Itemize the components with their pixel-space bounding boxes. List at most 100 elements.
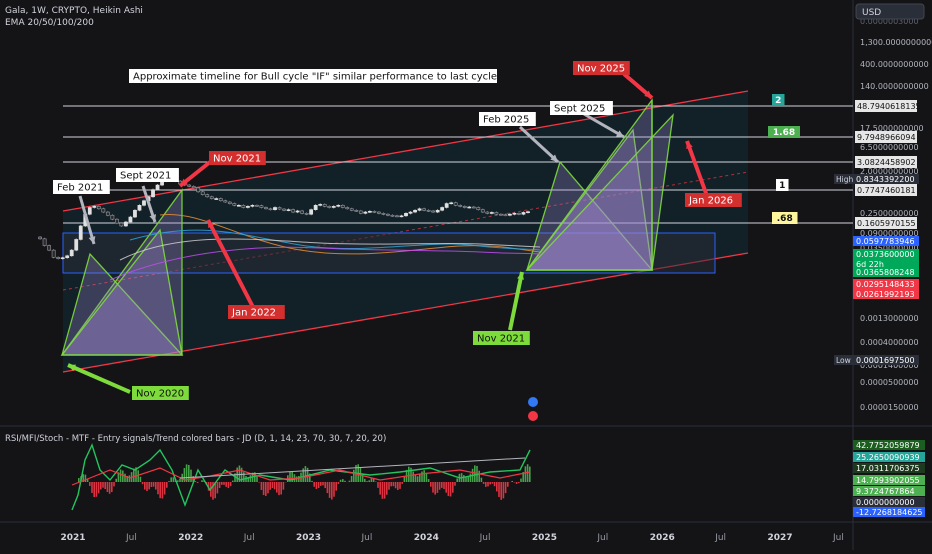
candle-body[interactable]: [188, 185, 191, 186]
candle-body[interactable]: [526, 212, 529, 213]
candle-body[interactable]: [246, 206, 249, 207]
candle-body[interactable]: [413, 210, 416, 212]
candle-body[interactable]: [197, 188, 200, 192]
candle-body[interactable]: [242, 205, 245, 207]
candle-body[interactable]: [468, 207, 471, 208]
candle-body[interactable]: [319, 204, 322, 205]
candle-body[interactable]: [305, 213, 308, 214]
candle-body[interactable]: [332, 206, 335, 207]
candle-body[interactable]: [192, 186, 195, 188]
candle-body[interactable]: [359, 211, 362, 213]
candle-body[interactable]: [395, 216, 398, 217]
candle-body[interactable]: [120, 223, 123, 226]
candle-body[interactable]: [70, 250, 73, 256]
candle-body[interactable]: [364, 212, 367, 213]
candle-body[interactable]: [278, 207, 281, 209]
candle-body[interactable]: [251, 205, 254, 206]
candle-body[interactable]: [138, 205, 141, 210]
candle-body[interactable]: [52, 250, 55, 257]
candle-body[interactable]: [499, 214, 502, 215]
candle-body[interactable]: [260, 206, 263, 208]
candle-body[interactable]: [102, 209, 105, 212]
candle-body[interactable]: [459, 205, 462, 206]
candle-body[interactable]: [61, 258, 64, 259]
candle-body[interactable]: [255, 205, 258, 206]
candle-body[interactable]: [323, 204, 326, 206]
candle-body[interactable]: [88, 207, 91, 214]
candle-body[interactable]: [314, 205, 317, 209]
candle-body[interactable]: [57, 257, 60, 258]
candle-body[interactable]: [504, 215, 507, 216]
candle-body[interactable]: [445, 204, 448, 208]
candle-body[interactable]: [269, 209, 272, 210]
candle-body[interactable]: [517, 213, 520, 214]
event-icon[interactable]: [528, 411, 538, 421]
candle-body[interactable]: [418, 209, 421, 211]
candle-body[interactable]: [142, 201, 145, 206]
candle-body[interactable]: [151, 190, 154, 197]
candle-body[interactable]: [404, 213, 407, 216]
candle-body[interactable]: [79, 226, 82, 239]
candle-body[interactable]: [124, 222, 127, 226]
candle-body[interactable]: [291, 210, 294, 212]
candle-body[interactable]: [391, 215, 394, 216]
candle-body[interactable]: [377, 212, 380, 213]
candle-body[interactable]: [106, 212, 109, 215]
candle-body[interactable]: [224, 201, 227, 202]
candle-body[interactable]: [427, 210, 430, 211]
candle-body[interactable]: [296, 211, 299, 212]
candle-body[interactable]: [97, 206, 100, 208]
candle-body[interactable]: [450, 203, 453, 204]
candle-body[interactable]: [341, 205, 344, 207]
candle-body[interactable]: [513, 213, 516, 214]
candle-body[interactable]: [432, 211, 435, 212]
candle-body[interactable]: [156, 185, 159, 190]
candle-body[interactable]: [481, 210, 484, 212]
candle-body[interactable]: [386, 214, 389, 215]
event-icon[interactable]: [528, 397, 538, 407]
candle-body[interactable]: [264, 207, 267, 208]
candle-body[interactable]: [373, 211, 376, 212]
candle-body[interactable]: [133, 210, 136, 217]
candle-body[interactable]: [233, 204, 236, 206]
candle-body[interactable]: [215, 199, 218, 200]
candle-body[interactable]: [75, 239, 78, 250]
candle-body[interactable]: [328, 206, 331, 207]
candle-body[interactable]: [66, 256, 69, 258]
candle-body[interactable]: [486, 212, 489, 213]
candle-body[interactable]: [472, 207, 475, 208]
candle-body[interactable]: [490, 212, 493, 213]
candle-body[interactable]: [337, 205, 340, 206]
candle-body[interactable]: [441, 207, 444, 210]
candle-body[interactable]: [422, 209, 425, 211]
candle-body[interactable]: [48, 246, 51, 251]
candle-body[interactable]: [237, 205, 240, 206]
candle-body[interactable]: [273, 207, 276, 209]
candle-body[interactable]: [400, 216, 403, 217]
candle-body[interactable]: [210, 197, 213, 199]
candle-body[interactable]: [350, 209, 353, 211]
candle-body[interactable]: [495, 212, 498, 214]
candle-body[interactable]: [522, 212, 525, 214]
candle-body[interactable]: [115, 219, 118, 223]
candle-body[interactable]: [201, 192, 204, 195]
candle-body[interactable]: [111, 215, 114, 219]
candle-body[interactable]: [129, 217, 132, 222]
candle-body[interactable]: [228, 202, 231, 204]
candle-body[interactable]: [409, 212, 412, 213]
candle-body[interactable]: [43, 239, 46, 246]
candle-body[interactable]: [93, 206, 96, 207]
candle-body[interactable]: [38, 237, 41, 239]
candle-body[interactable]: [346, 207, 349, 208]
candle-body[interactable]: [287, 210, 290, 211]
candle-body[interactable]: [206, 195, 209, 197]
candle-body[interactable]: [508, 214, 511, 215]
candle-body[interactable]: [219, 199, 222, 201]
candle-body[interactable]: [454, 203, 457, 206]
candle-body[interactable]: [310, 210, 313, 215]
candle-body[interactable]: [301, 211, 304, 213]
candle-body[interactable]: [436, 210, 439, 212]
candle-body[interactable]: [282, 209, 285, 210]
